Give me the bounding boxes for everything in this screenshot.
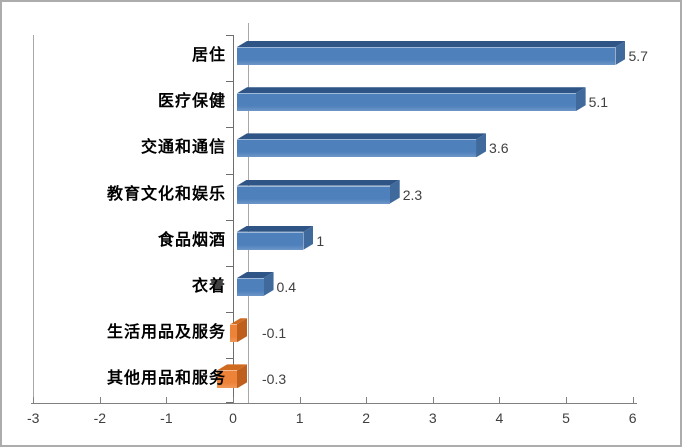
bar-front: [237, 278, 264, 296]
x-axis-tick: [499, 397, 501, 403]
category-axis-tick: [226, 127, 233, 129]
bar-top-face: [237, 133, 487, 140]
category-axis-line: [233, 35, 234, 403]
category-axis-tick: [226, 35, 233, 36]
x-axis-tick: [233, 397, 234, 403]
bar-front: [237, 139, 477, 158]
value-label: 0.4: [276, 279, 297, 295]
bar-top-face: [237, 272, 274, 278]
bar-front: [237, 93, 576, 112]
x-axis-tick: [366, 397, 368, 403]
category-axis-tick: [226, 402, 233, 403]
value-label: 5.7: [628, 48, 648, 64]
x-axis-tick: [299, 397, 301, 403]
category-label: 居住: [191, 47, 226, 64]
category-label: 交通和通信: [140, 139, 226, 157]
x-axis-tick: [33, 397, 35, 403]
bar-front: [230, 324, 237, 343]
x-tick-label: 1: [295, 410, 304, 426]
x-tick-label: 5: [562, 410, 570, 426]
x-tick-label: 3: [428, 410, 437, 426]
x-tick-label: 6: [628, 410, 637, 426]
x-axis-tick: [99, 397, 101, 403]
x-tick-label: -1: [160, 410, 173, 426]
bar-top-face: [237, 179, 400, 186]
x-axis-tick: [166, 397, 168, 403]
x-axis-tick: [566, 397, 567, 403]
bar-top-face: [217, 364, 247, 371]
bar-end-cap: [263, 272, 274, 296]
x-tick-label: -3: [26, 410, 40, 426]
bar-front: [237, 185, 390, 204]
category-axis-tick: [226, 266, 233, 267]
bar-end-cap: [389, 179, 400, 204]
bar-front: [217, 370, 237, 389]
x-tick-label: 4: [495, 410, 504, 426]
category-label: 生活用品及服务: [106, 324, 226, 342]
bar-top-face: [237, 41, 626, 47]
bar-end-cap: [575, 87, 586, 112]
x-tick-label: 0: [229, 410, 237, 426]
x-tick-label: -2: [93, 410, 107, 426]
bar-end-cap: [476, 133, 487, 158]
value-label: 3.6: [489, 140, 509, 157]
category-label: 食品烟酒: [157, 231, 226, 249]
x-axis-tick: [432, 397, 434, 403]
value-label: -0.1: [262, 325, 287, 342]
x-axis-tick: [632, 397, 634, 403]
bar-front: [237, 231, 304, 250]
value-label: 2.3: [402, 186, 423, 203]
category-axis-tick: [226, 219, 233, 221]
zero-baseline: [248, 23, 249, 403]
category-label: 教育文化和娱乐: [106, 185, 226, 203]
x-tick-label: 2: [362, 410, 371, 426]
value-label: 1: [316, 232, 325, 249]
value-label: 5.1: [588, 94, 609, 111]
plot-left-border: [33, 35, 35, 403]
bar-end-cap: [237, 364, 247, 389]
bar-top-face: [237, 87, 586, 94]
bar-end-cap: [303, 225, 314, 250]
value-label: -0.3: [262, 371, 287, 388]
category-label: 医疗保健: [157, 93, 226, 111]
bar-end-cap: [237, 318, 247, 343]
category-axis-tick: [226, 81, 233, 83]
category-axis-tick: [226, 312, 233, 314]
category-label: 其他用品和服务: [106, 370, 226, 388]
category-axis-tick: [226, 173, 233, 175]
bar-front: [237, 47, 616, 65]
bar-top-face: [237, 225, 314, 232]
bar-top-face: [230, 318, 247, 325]
bar-end-cap: [615, 41, 626, 65]
category-label: 衣着: [191, 278, 226, 295]
x-axis-line: [31, 403, 637, 404]
category-axis-tick: [226, 358, 233, 360]
